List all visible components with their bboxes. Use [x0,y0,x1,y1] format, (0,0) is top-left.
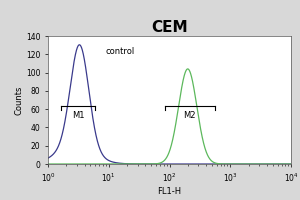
Text: M2: M2 [184,111,196,120]
Title: CEM: CEM [151,20,188,35]
Y-axis label: Counts: Counts [14,85,23,115]
Text: control: control [106,47,135,56]
X-axis label: FL1-H: FL1-H [158,187,182,196]
Text: M1: M1 [72,111,85,120]
